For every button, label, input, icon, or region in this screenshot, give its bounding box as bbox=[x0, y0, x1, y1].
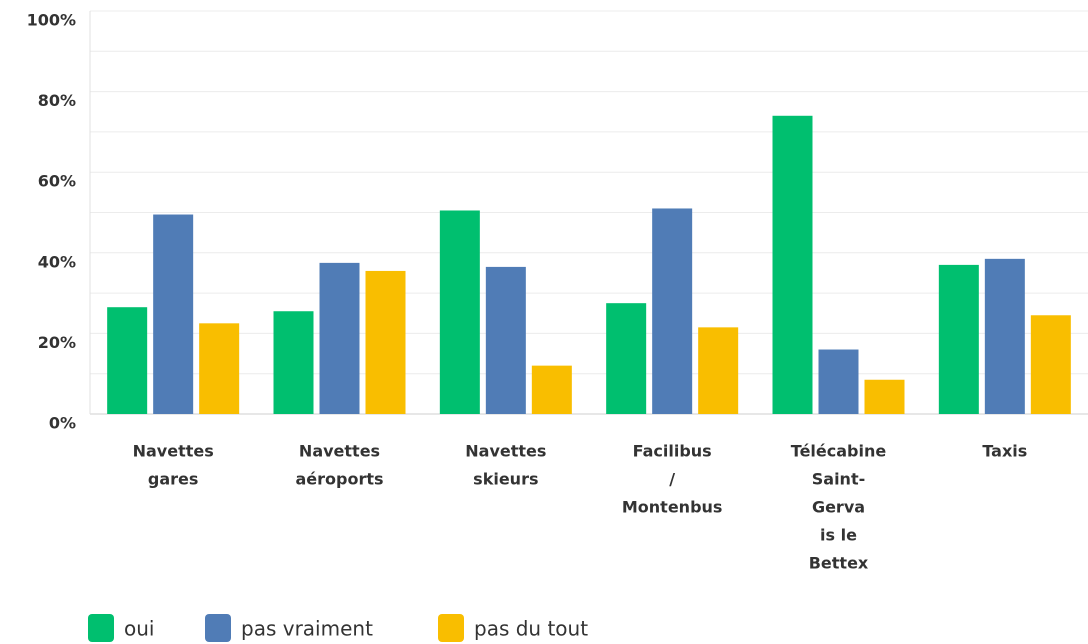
x-tick-label: Navettes bbox=[299, 442, 380, 461]
bar bbox=[199, 323, 240, 414]
x-tick-label: gares bbox=[148, 470, 199, 489]
bar bbox=[938, 264, 979, 414]
legend-label: pas vraiment bbox=[241, 617, 373, 641]
legend-swatch bbox=[88, 614, 114, 642]
bar bbox=[772, 115, 813, 414]
bar bbox=[984, 258, 1025, 414]
y-tick-label: 60% bbox=[38, 172, 76, 191]
bar bbox=[652, 208, 693, 414]
legend-swatch bbox=[438, 614, 464, 642]
bar bbox=[531, 365, 572, 414]
bar bbox=[273, 311, 314, 414]
x-tick-label: / bbox=[669, 470, 675, 489]
x-tick-label: skieurs bbox=[473, 470, 538, 489]
x-tick-label: Télécabine bbox=[791, 442, 887, 461]
x-tick-label: aéroports bbox=[295, 470, 383, 489]
y-tick-label: 40% bbox=[38, 252, 76, 271]
bar bbox=[485, 266, 526, 414]
x-tick-label: Facilibus bbox=[633, 442, 712, 461]
x-tick-label: Saint- bbox=[812, 470, 865, 489]
y-tick-label: 0% bbox=[49, 414, 76, 433]
bar bbox=[864, 379, 905, 414]
x-tick-label: Montenbus bbox=[622, 498, 723, 517]
bar bbox=[365, 270, 406, 414]
bar bbox=[107, 307, 148, 414]
bar bbox=[153, 214, 194, 414]
bar bbox=[606, 303, 647, 414]
x-tick-label: Gerva bbox=[812, 498, 865, 517]
bar bbox=[698, 327, 739, 414]
legend-swatch bbox=[205, 614, 231, 642]
legend-label: pas du tout bbox=[474, 617, 588, 641]
bar bbox=[818, 349, 859, 414]
legend-label: oui bbox=[124, 617, 154, 641]
bar bbox=[1030, 315, 1071, 414]
x-tick-label: Navettes bbox=[465, 442, 546, 461]
x-tick-label: is le bbox=[820, 526, 857, 545]
x-tick-label: Taxis bbox=[982, 442, 1027, 461]
x-tick-label: Bettex bbox=[809, 554, 869, 573]
bar bbox=[319, 262, 360, 414]
bar bbox=[439, 210, 480, 414]
x-tick-label: Navettes bbox=[133, 442, 214, 461]
y-tick-label: 100% bbox=[27, 11, 76, 30]
y-tick-label: 20% bbox=[38, 333, 76, 352]
y-tick-label: 80% bbox=[38, 91, 76, 110]
